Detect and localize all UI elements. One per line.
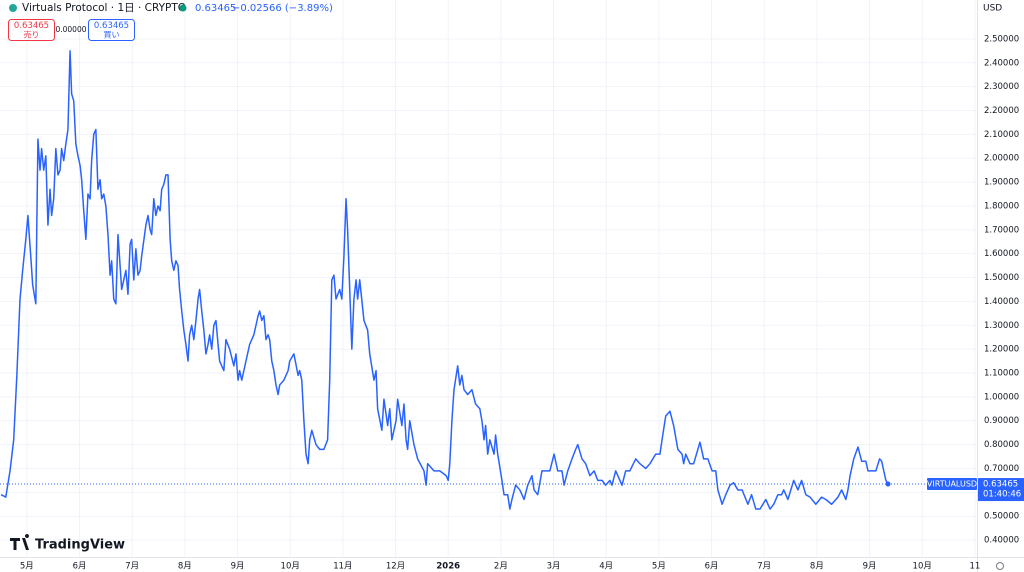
x-tick-label: 7月 — [757, 562, 771, 572]
grid — [0, 0, 977, 557]
buy-price: 0.63465 — [94, 21, 129, 31]
x-tick-label: 9月 — [231, 562, 245, 572]
y-tick-label: 2.40000 — [984, 58, 1019, 68]
y-tick-label: 0.40000 — [984, 536, 1019, 546]
sell-button[interactable] — [8, 19, 55, 41]
y-tick-label: 1.80000 — [984, 201, 1019, 211]
x-tick-label: 11月 — [333, 562, 352, 572]
spread: 0.00000 — [55, 25, 86, 34]
sell-price: 0.63465 — [14, 21, 49, 31]
y-tick-label: 2.20000 — [984, 106, 1019, 116]
y-tick-label: 2.30000 — [984, 82, 1019, 92]
price-tag — [978, 478, 1024, 502]
x-tick-label: 6月 — [73, 562, 87, 572]
x-tick-label: 9月 — [863, 562, 877, 572]
y-tick-label: 1.50000 — [984, 273, 1019, 283]
x-tick-label: 2月 — [494, 562, 508, 572]
symbol-icon — [9, 4, 17, 12]
x-tick-label: 5月 — [652, 562, 666, 572]
x-tick-label: 4月 — [599, 562, 613, 572]
market-status — [179, 4, 187, 12]
x-tick-label: 7月 — [125, 562, 139, 572]
x-tick-label: 6月 — [705, 562, 719, 572]
x-tick-label: 10月 — [913, 562, 932, 572]
logo-mark — [10, 534, 30, 550]
x-tick-label: 10月 — [281, 562, 300, 572]
axes: 0.400000.500000.600000.700000.800000.900… — [20, 34, 1024, 572]
x-tick-label: 5月 — [20, 562, 34, 572]
y-tick-label: 1.90000 — [984, 178, 1019, 188]
price-tag-price: 0.63465 — [983, 480, 1018, 490]
y-tick-label: 2.00000 — [984, 154, 1019, 164]
x-tick-label: 2026 — [436, 562, 460, 572]
buy-button[interactable] — [88, 19, 135, 41]
y-tick-label: 1.60000 — [984, 249, 1019, 259]
y-tick-label: 1.10000 — [984, 369, 1019, 379]
x-tick-label: 8月 — [178, 562, 192, 572]
y-tick-label: 1.40000 — [984, 297, 1019, 307]
y-tick-label: 1.70000 — [984, 225, 1019, 235]
settings-icon[interactable] — [996, 562, 1004, 570]
y-tick-label: 2.50000 — [984, 34, 1019, 44]
logo-text: TradingView — [35, 538, 125, 553]
y-tick-label: 2.10000 — [984, 130, 1019, 140]
buy-label: 買い — [104, 31, 120, 40]
plot — [0, 50, 977, 510]
y-tick-label: 0.90000 — [984, 416, 1019, 426]
x-tick-label: 11 — [969, 562, 980, 572]
last-price: 0.63465 — [195, 3, 236, 14]
price-line — [0, 50, 889, 510]
x-tick-label: 3月 — [547, 562, 561, 572]
y-tick-label: 1.30000 — [984, 321, 1019, 331]
x-tick-label: 12月 — [386, 562, 405, 572]
last-point — [885, 481, 891, 487]
price-change: −0.02566 (−3.89%) — [232, 3, 333, 14]
x-tick-label: 8月 — [810, 562, 824, 572]
y-tick-label: 0.50000 — [984, 512, 1019, 522]
price-tag-countdown: 01:40:46 — [983, 490, 1021, 500]
symbol-tag-label: VIRTUALUSD — [927, 480, 977, 489]
currency[interactable]: USD — [983, 4, 1002, 14]
symbol-title[interactable]: Virtuals Protocol · 1日 · CRYPTO — [22, 2, 186, 14]
symbol-tag — [927, 478, 977, 491]
y-tick-label: 1.20000 — [984, 345, 1019, 355]
sell-label: 売り — [24, 30, 40, 40]
y-tick-label: 0.80000 — [984, 440, 1019, 450]
y-tick-label: 1.00000 — [984, 392, 1019, 402]
y-tick-label: 0.70000 — [984, 464, 1019, 474]
